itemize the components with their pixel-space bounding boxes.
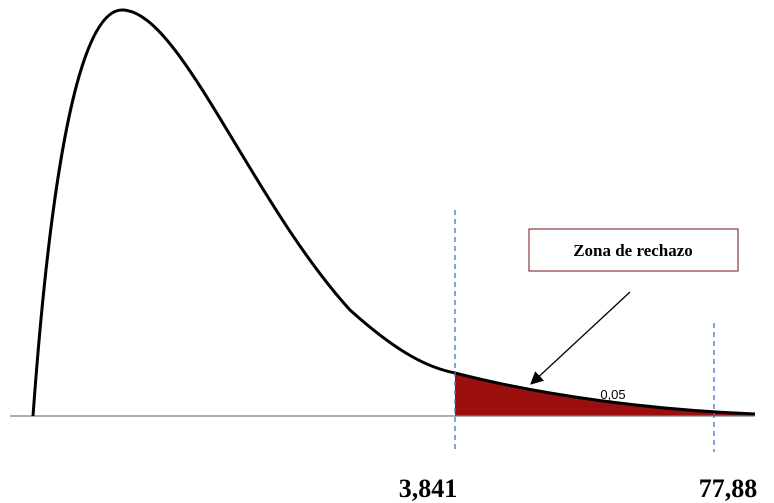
rejection-area [455, 373, 755, 416]
annotation-box [528, 228, 739, 272]
critical-value: 3,841 [399, 474, 458, 503]
density-curve [31, 8, 756, 417]
annotation-label: Zona de rechazo [573, 241, 693, 260]
area-label: 0,05 [600, 387, 625, 402]
annotation-arrow [530, 291, 631, 385]
statistic-value: 77,88 [699, 474, 758, 503]
